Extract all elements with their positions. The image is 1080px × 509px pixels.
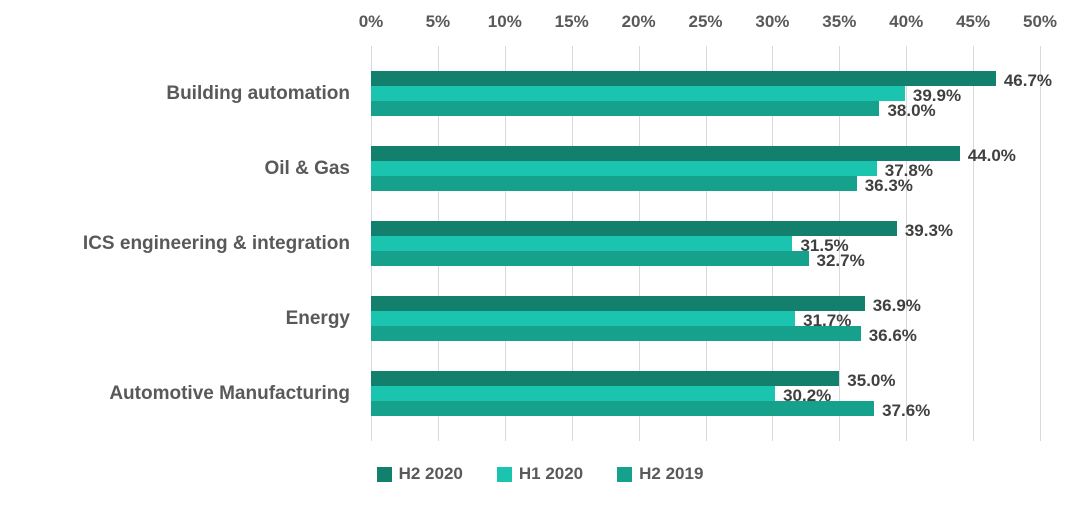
- legend-label: H1 2020: [518, 464, 584, 483]
- bar-h1-2020: [371, 161, 877, 176]
- bar-data-label: 35.0%: [847, 370, 896, 390]
- bar-h2-2019: [371, 101, 880, 116]
- legend-swatch-icon: [496, 466, 512, 482]
- legend-item-h2-2020: H2 2020: [376, 464, 463, 484]
- axis-tick-label: 45%: [956, 12, 991, 31]
- legend-swatch-icon: [376, 466, 392, 482]
- axis-tick-label: 35%: [822, 12, 857, 31]
- bar-data-label: 32.7%: [816, 250, 865, 270]
- legend-swatch-icon: [617, 466, 633, 482]
- bar-data-label: 44.0%: [967, 145, 1016, 165]
- axis-tick-label: 0%: [358, 12, 384, 31]
- bar-data-label: 31.5%: [800, 235, 849, 255]
- category-label: Energy: [285, 307, 350, 329]
- gridline: [839, 46, 841, 441]
- bar-h1-2020: [371, 86, 905, 101]
- bar-data-label: 37.8%: [884, 160, 933, 180]
- legend: H2 2020 H1 2020 H2 2019: [0, 464, 1080, 484]
- axis-tick-label: 5%: [425, 12, 451, 31]
- bar-data-label: 36.9%: [872, 295, 921, 315]
- bar-h2-2020: [371, 371, 840, 386]
- axis-tick-label: 40%: [889, 12, 924, 31]
- category-label: Oil & Gas: [264, 157, 350, 179]
- gridline: [973, 46, 975, 441]
- bar-h2-2020: [371, 71, 996, 86]
- bar-h2-2020: [371, 221, 897, 236]
- category-label: Automotive Manufacturing: [109, 382, 350, 404]
- gridline: [906, 46, 908, 441]
- axis-tick-label: 50%: [1022, 12, 1058, 31]
- axis-tick-label: 20%: [621, 12, 656, 31]
- bar-h2-2019: [371, 326, 861, 341]
- axis-tick-label: 25%: [688, 12, 723, 31]
- legend-item-h1-2020: H1 2020: [496, 464, 584, 484]
- category-label: ICS engineering & integration: [82, 232, 350, 254]
- axis-tick-label: 15%: [554, 12, 589, 31]
- legend-label: H2 2020: [398, 464, 463, 483]
- bar-h2-2019: [371, 401, 875, 416]
- bar-data-label: 31.7%: [803, 310, 852, 330]
- gridline: [1040, 46, 1041, 441]
- bar-h2-2020: [371, 146, 960, 161]
- axis-tick-label: 10%: [487, 12, 522, 31]
- bar-h2-2020: [371, 296, 865, 311]
- bar-data-label: 37.6%: [882, 400, 931, 420]
- bar-h1-2020: [371, 386, 776, 401]
- legend-label: H2 2019: [639, 464, 704, 483]
- bar-h2-2019: [371, 251, 809, 266]
- bar-data-label: 39.9%: [912, 85, 962, 105]
- bar-h1-2020: [371, 311, 796, 326]
- bar-h2-2019: [371, 176, 857, 191]
- bar-data-label: 38.0%: [887, 100, 936, 120]
- bar-data-label: 39.3%: [904, 220, 954, 240]
- bar-h1-2020: [371, 236, 793, 251]
- legend-item-h2-2019: H2 2019: [617, 464, 703, 484]
- axis-tick-label: 30%: [755, 12, 790, 31]
- bar-data-label: 36.6%: [868, 325, 917, 345]
- category-label: Building automation: [166, 82, 350, 104]
- bar-data-label: 46.7%: [1003, 70, 1053, 90]
- bar-data-label: 36.3%: [864, 175, 913, 195]
- bar-data-label: 30.2%: [783, 385, 832, 405]
